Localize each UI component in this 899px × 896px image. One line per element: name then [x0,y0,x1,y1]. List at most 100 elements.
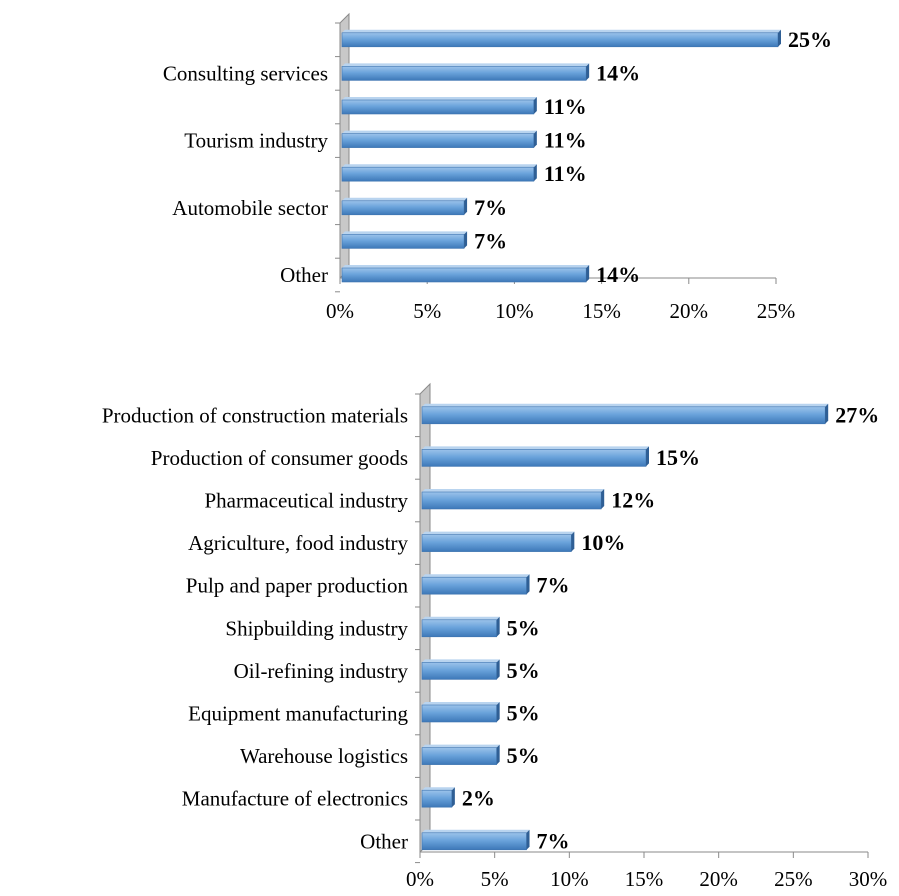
category-label: Pharmaceutical industry [204,489,408,513]
category-label: Shipbuilding industry [225,616,408,640]
bar-end-face [533,130,537,148]
bar-end-face [526,829,530,850]
x-tick-label: 25% [774,867,813,891]
x-tick-label: 20% [670,299,709,323]
x-tick-label: 0% [326,299,354,323]
bar-top-face [422,702,500,705]
data-label: 2% [462,786,495,811]
category-label: Production of consumer goods [151,446,408,470]
bar-top-face [422,574,530,578]
data-label: 5% [507,743,540,768]
x-tick-label: 15% [582,299,621,323]
bar [341,267,587,283]
category-label: Consulting services [163,61,328,85]
category-label: Tourism industry [184,129,328,153]
bar-top-face [342,197,468,201]
bar-top-face [422,659,500,663]
bar-top-face [422,403,829,407]
bar-end-face [825,403,829,424]
category-label: Equipment manufacturing [188,702,408,726]
bottom-chart: 0% 5% 10% 15% 20% 25% 30% 27% Production of cons… [102,382,888,891]
bar-end-face [646,446,649,467]
bar-top-face [342,265,590,268]
bar [341,200,465,216]
category-label: Automobile sector [172,196,328,220]
bar-top-face [422,744,500,748]
x-tick-label: 20% [699,867,738,891]
data-label: 5% [507,615,540,640]
category-label: Other [360,829,408,853]
category-label: Warehouse logistics [240,744,408,768]
bar-end-face [496,659,500,680]
bar [341,66,587,81]
data-label: 7% [474,228,507,253]
bar [341,234,465,249]
category-label: Production of construction materials [102,403,408,427]
bar [421,406,826,425]
bar [421,619,497,638]
category-label: Oil-refining industry [234,659,409,683]
bar-end-face [464,231,468,249]
data-label: 27% [835,402,879,427]
bar-end-face [526,574,530,595]
bar [421,449,647,467]
bar-top-face [422,531,575,535]
bar-top-face [342,130,537,134]
data-label: 5% [507,658,540,683]
data-label: 14% [596,60,640,85]
bar-end-face [451,787,455,808]
bar-top-face [422,787,455,791]
x-tick-label: 10% [550,867,589,891]
data-label: 10% [581,530,625,555]
bar-end-face [496,744,500,765]
x-tick-label: 10% [495,299,534,323]
data-label: 15% [656,445,700,470]
bar-top-face [342,97,537,100]
x-tick-label: 5% [481,867,509,891]
category-label: Other [280,263,328,287]
bar-top-face [422,616,500,620]
bar [341,32,779,48]
bar-top-face [342,29,781,33]
data-label: 7% [474,195,507,220]
bar [421,662,497,680]
x-tick-label: 30% [849,867,888,891]
bar-top-face [422,829,530,833]
x-tick-label: 0% [406,867,434,891]
data-label: 11% [544,161,587,186]
category-label: Agriculture, food industry [188,531,408,555]
data-label: 14% [596,262,640,287]
bar-end-face [533,97,537,114]
bar [421,576,527,595]
bar [341,133,535,148]
x-tick-label: 5% [413,299,441,323]
bar-end-face [586,265,590,282]
data-label: 11% [544,128,587,153]
bar-end-face [601,489,605,509]
bar-top-face [342,231,468,235]
bar-end-face [778,29,781,47]
bar [341,99,535,115]
bar [421,747,497,765]
bar [421,491,602,510]
x-tick-label: 25% [757,299,796,323]
bar-end-face [533,164,537,182]
bar [421,832,527,851]
bar [421,534,572,552]
bar [421,789,453,808]
data-label: 5% [507,701,540,726]
bar-end-face [496,616,500,637]
bar-end-face [496,702,500,722]
data-label: 11% [544,94,587,119]
bar-top-face [422,489,605,492]
top-chart: 0% 5% 10% 15% 20% 25% 25% 14% Consulting service… [163,12,832,323]
bar-end-face [571,531,575,552]
category-label: Manufacture of electronics [182,787,408,811]
bar [421,704,497,723]
bar-end-face [586,63,590,81]
data-label: 7% [537,828,570,853]
data-label: 25% [788,27,832,52]
bar [341,166,535,182]
bar-top-face [422,446,649,450]
